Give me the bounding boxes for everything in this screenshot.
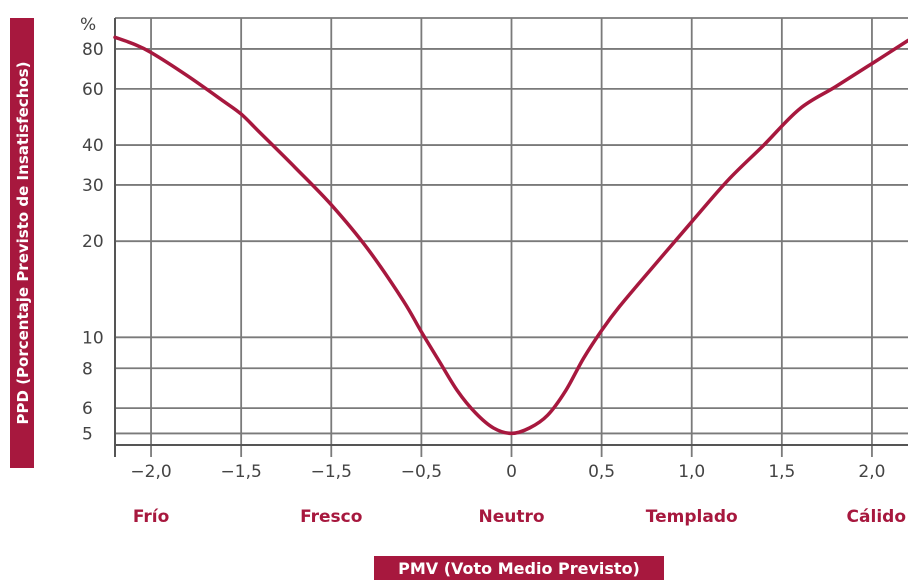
category-label: Cálido bbox=[847, 507, 906, 527]
y-tick-label: 60 bbox=[82, 80, 104, 100]
x-axis-label: PMV (Voto Medio Previsto) bbox=[374, 556, 664, 580]
x-axis-label-box bbox=[374, 556, 664, 580]
grid bbox=[115, 17, 908, 457]
x-tick-label: 2,0 bbox=[858, 462, 885, 482]
x-tick-labels: −2,0 −1,5 −1,5 −0,5 0 0,5 1,0 1,5 2,0 bbox=[130, 462, 885, 482]
x-tick-label: −0,5 bbox=[401, 462, 442, 482]
x-tick-label: −1,5 bbox=[221, 462, 262, 482]
category-label: Neutro bbox=[478, 507, 544, 527]
y-tick-label: 30 bbox=[82, 176, 104, 196]
x-tick-label: −2,0 bbox=[130, 462, 171, 482]
axes bbox=[114, 18, 908, 457]
x-tick-label: 1,5 bbox=[768, 462, 795, 482]
y-tick-label: 20 bbox=[82, 232, 104, 252]
y-tick-label: 6 bbox=[82, 399, 93, 419]
category-labels: Frío Fresco Neutro Templado Cálido bbox=[133, 507, 906, 527]
x-tick-label: 0,5 bbox=[588, 462, 615, 482]
y-unit-label: % bbox=[80, 15, 96, 35]
y-axis-label-text: PPD (Porcentaje Previsto de Insatisfecho… bbox=[14, 62, 32, 425]
y-tick-label: 8 bbox=[82, 359, 93, 379]
x-tick-label: 0 bbox=[506, 462, 517, 482]
y-axis-label: PPD (Porcentaje Previsto de Insatisfecho… bbox=[10, 18, 34, 468]
category-label: Templado bbox=[646, 507, 738, 527]
y-tick-label: 5 bbox=[82, 424, 93, 444]
x-axis-label-text: PMV (Voto Medio Previsto) bbox=[398, 559, 640, 578]
y-tick-label: 10 bbox=[82, 328, 104, 348]
category-label: Fresco bbox=[300, 507, 362, 527]
ppd-curve bbox=[113, 35, 908, 436]
category-label: Frío bbox=[133, 507, 169, 527]
y-tick-label: 40 bbox=[82, 136, 104, 156]
y-axis-label-box bbox=[10, 18, 34, 468]
y-tick-label: 80 bbox=[82, 40, 104, 60]
x-tick-label: 1,0 bbox=[678, 462, 705, 482]
y-tick-labels: 5 6 8 10 20 30 40 60 80 bbox=[82, 40, 104, 444]
x-tick-label: −1,5 bbox=[311, 462, 352, 482]
